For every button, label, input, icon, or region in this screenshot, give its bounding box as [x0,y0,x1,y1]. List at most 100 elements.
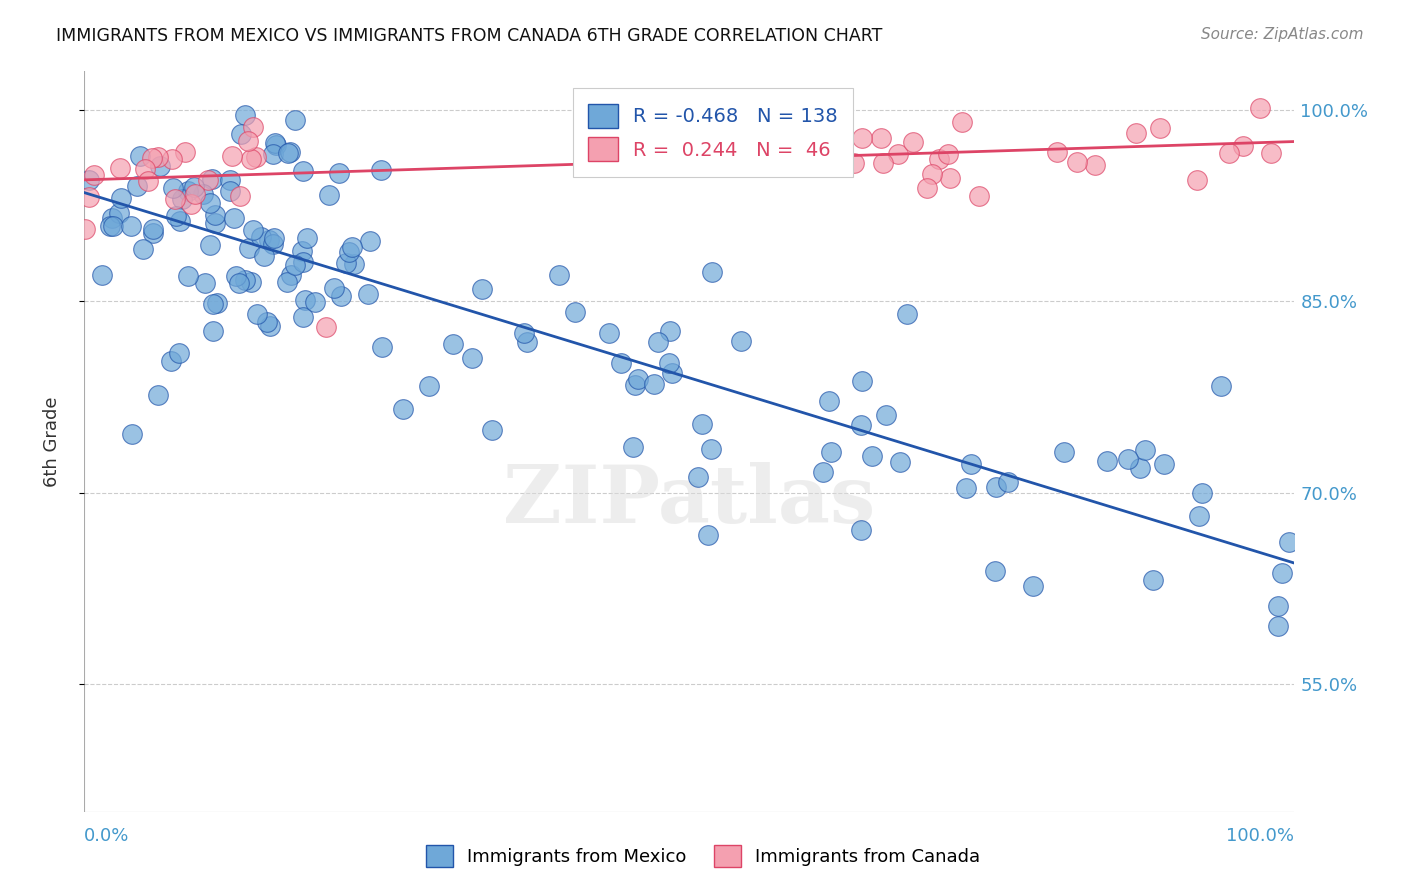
Point [136,174,159,188]
Point [197,172,219,186]
Point [896,307,918,321]
Point [233,108,256,122]
Point [318,188,340,202]
Point [330,289,353,303]
Point [335,256,357,270]
Point [960,457,983,471]
Point [1267,599,1289,613]
Point [1185,173,1208,187]
Point [392,401,415,416]
Point [170,192,193,206]
Point [340,240,363,254]
Point [1095,454,1118,468]
Point [1142,574,1164,588]
Point [1232,139,1254,153]
Point [149,159,172,173]
Point [242,120,264,134]
Point [621,441,644,455]
Text: ZIPatlas: ZIPatlas [503,462,875,540]
Point [231,127,253,141]
Point [659,324,682,338]
Point [292,310,315,325]
Point [1045,145,1067,159]
Point [127,179,149,194]
Point [1209,379,1232,393]
Point [820,444,842,458]
Point [875,409,897,423]
Point [1153,458,1175,472]
Point [1129,460,1152,475]
Point [1188,509,1211,524]
Point [516,335,538,350]
Point [1125,126,1147,140]
Point [851,523,873,537]
Point [984,480,1007,494]
Point [1218,146,1240,161]
Point [219,184,242,198]
Point [1066,154,1088,169]
Point [177,184,200,198]
Point [658,356,681,370]
Point [200,195,222,210]
Point [661,366,683,380]
Point [246,307,269,321]
Point [418,379,440,393]
Point [167,346,190,360]
Point [643,377,665,392]
Point [1267,619,1289,633]
Point [955,481,977,495]
Point [343,256,366,270]
Point [936,147,959,161]
Point [174,145,197,160]
Point [917,180,939,194]
Point [228,276,250,290]
Point [984,564,1007,578]
Point [128,149,150,163]
Point [202,296,225,310]
Point [121,427,143,442]
Point [851,375,873,389]
Point [238,134,260,148]
Point [801,154,824,169]
Point [165,193,187,207]
Point [180,197,202,211]
Point [1278,534,1301,549]
Point [842,155,865,169]
Point [183,180,205,194]
Point [198,237,221,252]
Point [134,162,156,177]
Point [700,442,723,456]
Point [304,294,326,309]
Text: Source: ZipAtlas.com: Source: ZipAtlas.com [1201,27,1364,42]
Point [928,152,950,166]
Point [903,135,925,149]
Point [610,356,633,370]
Point [194,276,217,290]
Point [169,213,191,227]
Point [204,208,226,222]
Point [870,131,893,145]
Point [132,242,155,256]
Point [160,354,183,368]
Point [1191,486,1213,500]
Point [263,231,285,245]
Point [872,156,894,170]
Point [264,136,287,150]
Point [849,418,872,433]
Point [461,351,484,366]
Point [218,173,240,187]
Point [481,423,503,437]
Point [357,287,380,301]
Point [165,209,187,223]
Point [1022,579,1045,593]
Point [1271,566,1294,580]
Point [696,527,718,541]
Point [91,268,114,283]
Point [222,211,245,226]
Point [262,236,284,251]
Point [264,137,287,152]
Point [692,417,714,431]
Point [280,268,302,282]
Text: 100.0%: 100.0% [1226,827,1294,845]
Point [160,153,183,167]
